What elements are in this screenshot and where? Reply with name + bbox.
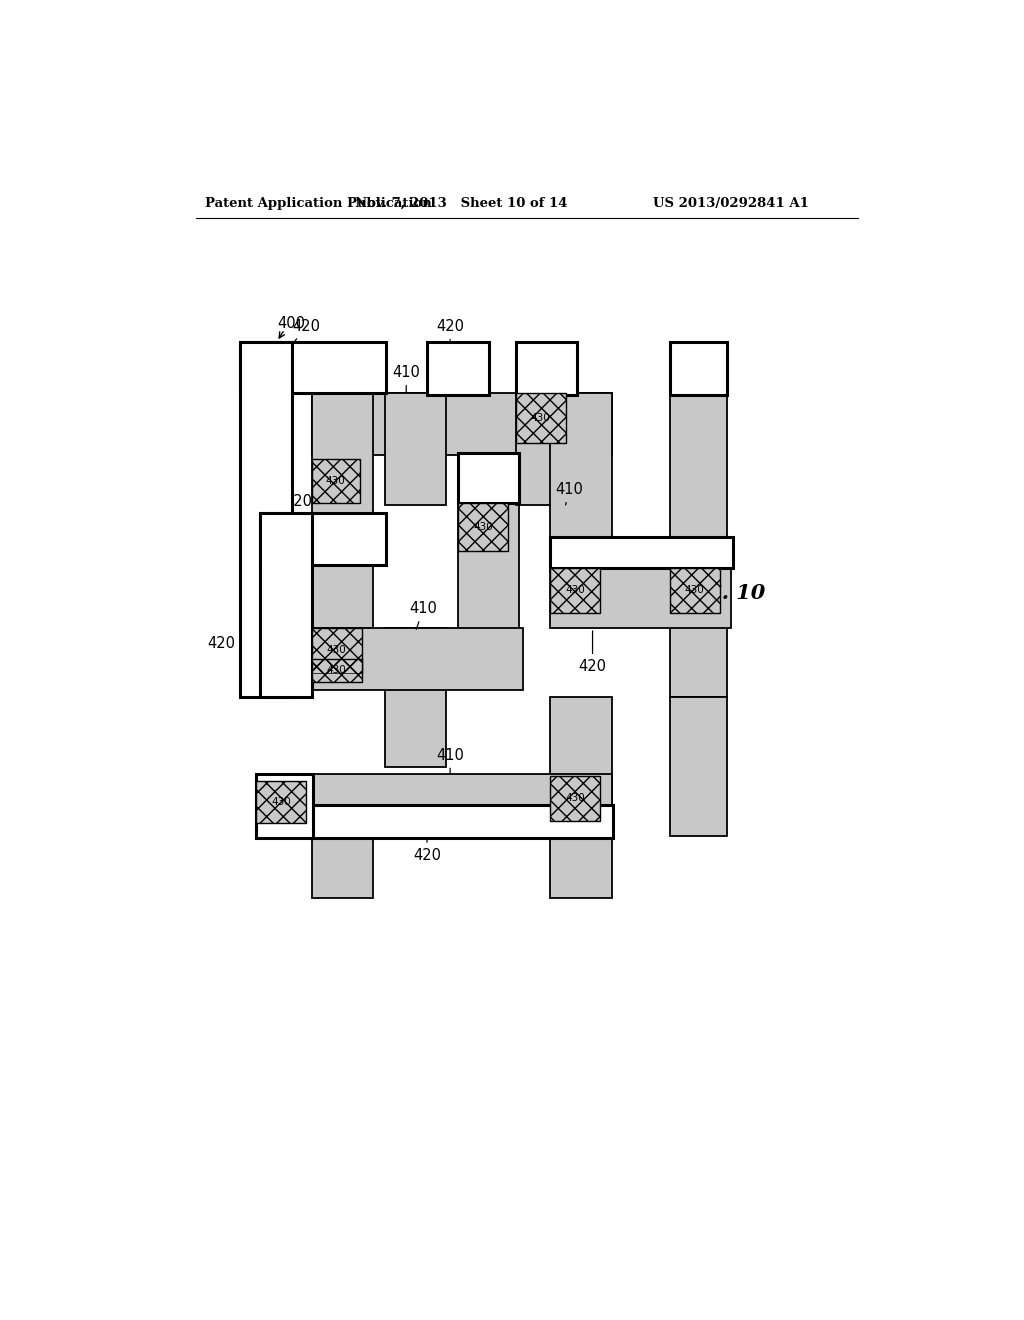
Bar (670, 393, 727, 697)
Text: 430: 430 (473, 521, 493, 532)
Bar (311, 836, 373, 898)
Bar (311, 628, 523, 689)
Bar (240, 342, 292, 697)
Bar (260, 512, 386, 565)
Bar (550, 568, 600, 612)
Text: 420: 420 (287, 318, 321, 352)
Text: 430: 430 (565, 585, 585, 595)
Text: 430: 430 (685, 585, 705, 595)
Bar (427, 342, 488, 395)
Bar (550, 836, 611, 898)
Bar (260, 512, 312, 697)
Text: US 2013/0292841 A1: US 2013/0292841 A1 (653, 197, 809, 210)
Text: 410: 410 (410, 602, 437, 630)
Bar (515, 393, 565, 444)
Text: 410: 410 (694, 364, 722, 393)
Text: 430: 430 (327, 645, 346, 656)
Bar (670, 697, 727, 836)
Text: 410: 410 (392, 364, 420, 393)
Text: 430: 430 (327, 665, 346, 676)
Bar (550, 566, 731, 628)
Text: 420: 420 (208, 636, 244, 657)
Bar (670, 568, 720, 612)
Bar (550, 568, 600, 612)
Bar (550, 697, 611, 836)
Bar (256, 775, 313, 838)
Bar (515, 393, 565, 444)
Text: 410: 410 (436, 747, 464, 774)
Bar (256, 780, 306, 822)
Bar (312, 805, 612, 838)
Bar (458, 503, 508, 552)
Bar (311, 659, 361, 682)
Bar (311, 459, 360, 503)
Bar (311, 775, 611, 836)
Bar (311, 459, 360, 503)
Text: Nov. 7, 2013   Sheet 10 of 14: Nov. 7, 2013 Sheet 10 of 14 (355, 197, 568, 210)
Bar (311, 659, 361, 682)
Bar (385, 628, 446, 767)
Bar (458, 503, 508, 552)
Bar (240, 342, 386, 393)
Text: 420: 420 (579, 631, 606, 675)
Bar (311, 393, 373, 628)
Bar (311, 628, 361, 673)
Text: 430: 430 (271, 797, 291, 807)
Bar (515, 342, 578, 395)
Text: 420: 420 (436, 318, 464, 341)
Bar (385, 393, 446, 506)
Bar (670, 342, 727, 395)
Text: 430: 430 (530, 413, 551, 424)
Bar (550, 776, 600, 821)
Text: 430: 430 (326, 477, 346, 486)
Text: 410: 410 (471, 473, 499, 500)
Bar (311, 628, 361, 673)
Bar (670, 568, 720, 612)
Bar (550, 776, 600, 821)
Text: 410: 410 (556, 482, 584, 506)
Text: 420: 420 (285, 494, 312, 517)
Text: Patent Application Publication: Patent Application Publication (205, 197, 432, 210)
Bar (311, 393, 611, 455)
Bar (515, 393, 578, 506)
Bar (458, 502, 519, 632)
Bar (458, 453, 519, 503)
Bar (550, 537, 733, 568)
Bar (550, 393, 611, 570)
Text: 420: 420 (413, 836, 441, 863)
Text: FIG. 10: FIG. 10 (681, 583, 766, 603)
Bar (256, 780, 306, 822)
Text: 430: 430 (565, 793, 585, 804)
Text: 400: 400 (276, 317, 305, 331)
